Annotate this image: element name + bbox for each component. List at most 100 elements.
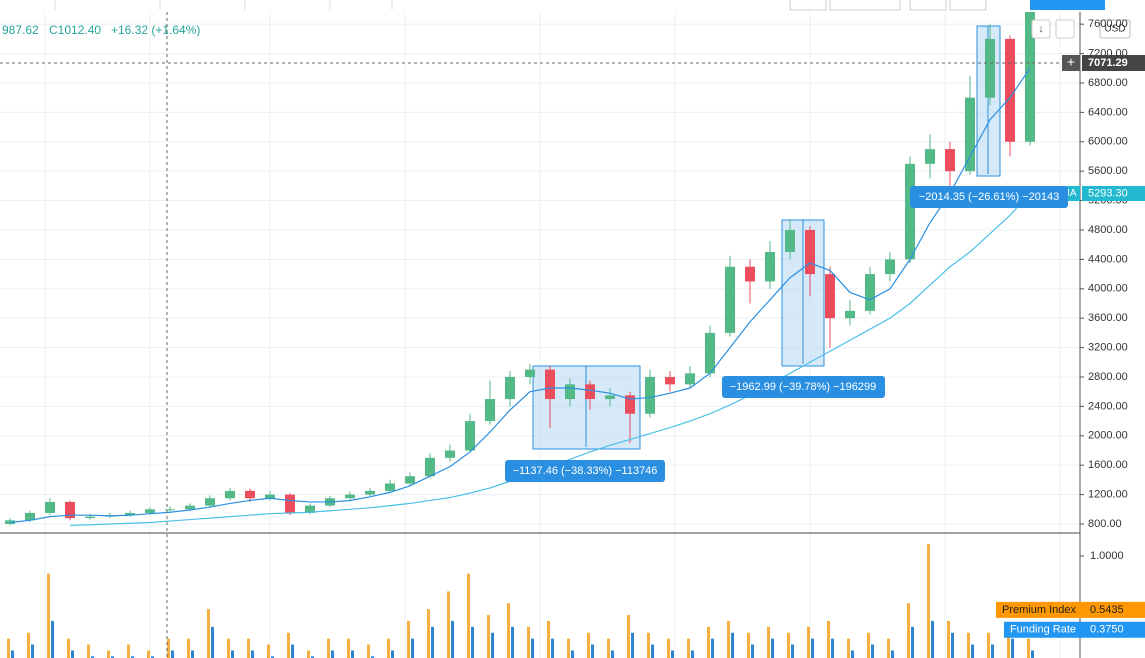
- crosshair-price-bg: [1082, 55, 1145, 71]
- candle-body: [665, 376, 675, 385]
- indicator-bar: [727, 620, 730, 658]
- indicator-bar: [51, 620, 54, 658]
- indicator-bar: [11, 650, 14, 658]
- indicator-bar: [487, 615, 490, 658]
- indicator-bar: [907, 603, 910, 658]
- indicator-bar: [471, 626, 474, 658]
- indicator-name: Funding Rate: [1010, 624, 1076, 636]
- indicator-bar: [1007, 626, 1010, 658]
- tool-button[interactable]: [949, 0, 987, 11]
- indicator-bar: [851, 650, 854, 658]
- indicator-bar: [247, 638, 250, 658]
- indicator-bar: [271, 656, 274, 658]
- candle-body: [405, 476, 415, 484]
- indicator-bar: [71, 650, 74, 658]
- y-tick-label: 6000.00: [1088, 136, 1128, 148]
- candle-body: [25, 512, 35, 521]
- candle-body: [945, 149, 955, 172]
- indicator-bar: [291, 644, 294, 658]
- plot: [5, 0, 1035, 658]
- candle-body: [1005, 38, 1015, 142]
- candle-body: [65, 501, 75, 519]
- candle-body: [805, 229, 815, 275]
- y-tick-label: 6400.00: [1088, 106, 1128, 118]
- indicator-bar: [251, 650, 254, 658]
- y-tick-label: 4000.00: [1088, 283, 1128, 295]
- indicator-bar: [231, 650, 234, 658]
- candle-body: [965, 97, 975, 172]
- tool-button[interactable]: [829, 0, 901, 11]
- ma-tag: MA: [1062, 188, 1077, 199]
- indicator-bar: [191, 650, 194, 658]
- indicator-bar: [447, 591, 450, 658]
- candle-body: [125, 512, 135, 516]
- candle-body: [165, 509, 175, 511]
- candle-body: [505, 376, 515, 400]
- toolbar: [0, 0, 1145, 12]
- publish-button[interactable]: [1030, 0, 1105, 10]
- tool-button[interactable]: [789, 0, 827, 11]
- indicator-bar: [887, 638, 890, 658]
- candle-body: [705, 332, 715, 374]
- indicator-bar: [227, 638, 230, 658]
- ma-price: 5293.30: [1088, 187, 1128, 199]
- indicator-bar: [651, 644, 654, 658]
- indicator-bar: [691, 650, 694, 658]
- candle-body: [845, 310, 855, 319]
- indicator-bar: [707, 626, 710, 658]
- indicator-bar: [611, 650, 614, 658]
- indicator-bar: [287, 632, 290, 658]
- candle-body: [365, 490, 375, 495]
- candle-body: [1025, 9, 1035, 142]
- indicator-bar: [151, 656, 154, 658]
- indicator-bar: [991, 644, 994, 658]
- indicator-bar: [211, 626, 214, 658]
- indicator-bar: [967, 632, 970, 658]
- currency-button[interactable]: [1099, 19, 1131, 39]
- indicator-bar: [827, 620, 830, 658]
- candle-body: [45, 501, 55, 513]
- indicator-bar: [91, 656, 94, 658]
- indicator-bar: [791, 644, 794, 658]
- indicator-bar: [327, 638, 330, 658]
- candle-body: [765, 252, 775, 282]
- candle-body: [205, 498, 215, 506]
- candle-body: [525, 369, 535, 377]
- indicator-bar: [311, 656, 314, 658]
- indicator-bar: [911, 626, 914, 658]
- indicator-bar: [811, 638, 814, 658]
- candle-body: [825, 274, 835, 319]
- indicator-last: 0.3750: [1090, 624, 1124, 636]
- candle-body: [565, 384, 575, 400]
- candle-body: [645, 376, 655, 414]
- indicator-bar: [631, 632, 634, 658]
- y-tick-label: 7600.00: [1088, 18, 1128, 30]
- indicator-bar: [667, 638, 670, 658]
- indicator-bar: [927, 544, 930, 658]
- y-tick-label: 800.00: [1088, 518, 1122, 530]
- indicator-bar: [467, 573, 470, 658]
- y-tick-label: 5600.00: [1088, 165, 1128, 177]
- candle-body: [785, 229, 795, 253]
- scroll-icon: ↓: [1038, 23, 1044, 35]
- last-value-bg: [1004, 621, 1145, 638]
- candle-body: [445, 450, 455, 458]
- measure-label: −2014.35 (−26.61%) −20143: [919, 191, 1059, 203]
- scroll-button[interactable]: [1031, 19, 1051, 39]
- candle-body: [305, 505, 315, 513]
- y-tick-label: 1600.00: [1088, 459, 1128, 471]
- indicator-bar: [7, 638, 10, 658]
- indicator-bar: [31, 644, 34, 658]
- indicator-bar: [527, 626, 530, 658]
- candle-body: [425, 457, 435, 477]
- indicator-bar: [547, 620, 550, 658]
- tool-button[interactable]: [909, 0, 947, 11]
- reset-button[interactable]: [1055, 19, 1075, 39]
- indicator-bar: [167, 638, 170, 658]
- y-tick-label: 4400.00: [1088, 253, 1128, 265]
- y-tick-label: 1200.00: [1088, 488, 1128, 500]
- crosshair-label: + 7071.29: [1062, 54, 1145, 71]
- candle-body: [585, 384, 595, 400]
- indicator-bar: [671, 650, 674, 658]
- y-tick-label: 6800.00: [1088, 77, 1128, 89]
